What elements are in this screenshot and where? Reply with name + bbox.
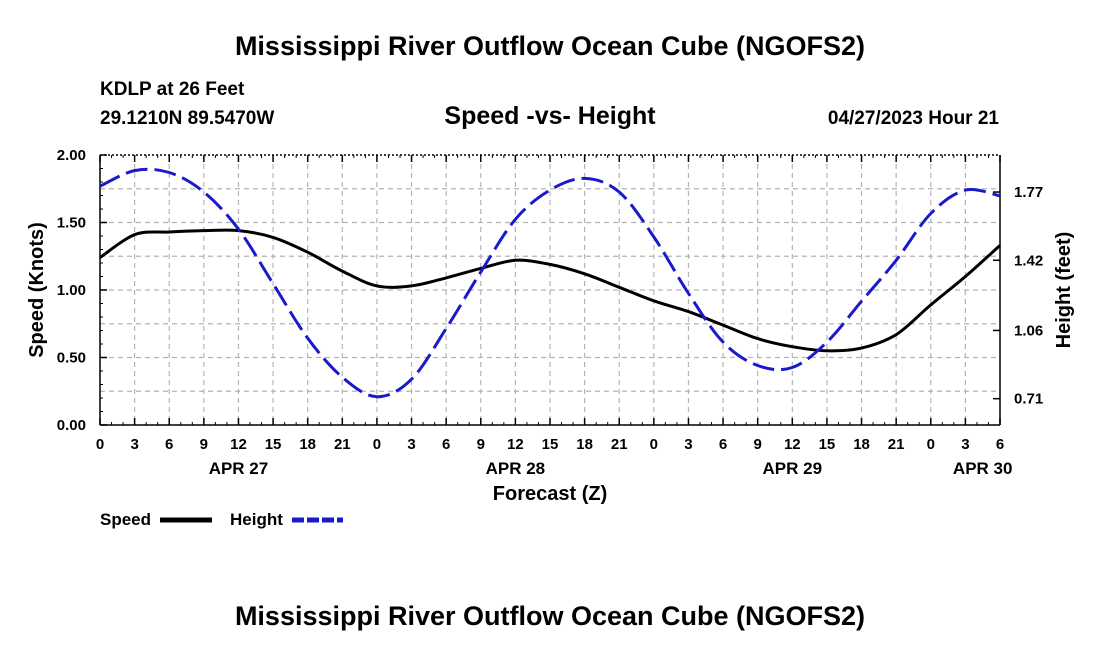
legend-speed-label: Speed bbox=[100, 510, 151, 529]
y-axis-left-label: Speed (Knots) bbox=[26, 222, 48, 358]
y-left-tick-label: 1.50 bbox=[57, 215, 86, 232]
x-tick-label: 0 bbox=[373, 436, 381, 453]
y-left-tick-label: 0.00 bbox=[57, 417, 86, 434]
x-tick-label: 9 bbox=[200, 436, 208, 453]
x-tick-label: 21 bbox=[888, 436, 905, 453]
x-tick-label: 12 bbox=[230, 436, 247, 453]
x-tick-label: 18 bbox=[853, 436, 870, 453]
station-label: KDLP at 26 Feet bbox=[100, 79, 245, 100]
x-tick-label: 0 bbox=[927, 436, 935, 453]
x-tick-label: 15 bbox=[542, 436, 559, 453]
x-tick-label: 3 bbox=[407, 436, 415, 453]
x-tick-label: 18 bbox=[576, 436, 593, 453]
legend-height-label: Height bbox=[230, 510, 283, 529]
x-tick-label: 3 bbox=[130, 436, 138, 453]
y-right-tick-label: 1.42 bbox=[1014, 252, 1043, 269]
chart-title: Mississippi River Outflow Ocean Cube (NG… bbox=[235, 31, 865, 61]
forecast-datetime: 04/27/2023 Hour 21 bbox=[828, 108, 1000, 129]
y-right-tick-label: 1.77 bbox=[1014, 184, 1043, 201]
x-tick-label: 6 bbox=[996, 436, 1004, 453]
footer-title: Mississippi River Outflow Ocean Cube (NG… bbox=[235, 601, 865, 631]
y-right-tick-label: 0.71 bbox=[1014, 391, 1043, 408]
x-tick-label: 18 bbox=[299, 436, 316, 453]
y-right-tick-label: 1.06 bbox=[1014, 322, 1043, 339]
x-tick-label: 15 bbox=[265, 436, 282, 453]
legend: Speed Height bbox=[100, 510, 343, 529]
x-tick-label: 9 bbox=[754, 436, 762, 453]
date-label: APR 30 bbox=[953, 459, 1013, 478]
x-tick-label: 0 bbox=[96, 436, 104, 453]
x-tick-label: 21 bbox=[334, 436, 351, 453]
date-label: APR 29 bbox=[763, 459, 823, 478]
y-left-tick-label: 2.00 bbox=[57, 147, 86, 164]
y-axis-right-label: Height (feet) bbox=[1053, 232, 1075, 349]
x-axis-label: Forecast (Z) bbox=[493, 483, 607, 505]
x-tick-label: 3 bbox=[684, 436, 692, 453]
x-tick-label: 12 bbox=[784, 436, 801, 453]
y-left-tick-label: 1.00 bbox=[57, 282, 86, 299]
height-series-line bbox=[99, 167, 1001, 399]
axis-ticks: 0 3 6 9 12 15 18 21 0 3 6 9 12 15 18 21 0 3 6 9 12 15 18 21 0 3 6 A… bbox=[57, 147, 1043, 478]
x-tick-label: 0 bbox=[650, 436, 658, 453]
date-label: APR 28 bbox=[486, 459, 546, 478]
x-tick-label: 15 bbox=[819, 436, 836, 453]
speed-series-line bbox=[99, 228, 1002, 353]
x-tick-label: 9 bbox=[477, 436, 485, 453]
x-tick-label: 6 bbox=[719, 436, 727, 453]
date-label: APR 27 bbox=[209, 459, 269, 478]
x-tick-label: 21 bbox=[611, 436, 628, 453]
series-layer bbox=[99, 167, 1002, 399]
y-left-tick-label: 0.50 bbox=[57, 350, 86, 367]
coordinates-label: 29.1210N 89.5470W bbox=[100, 108, 274, 129]
x-tick-label: 6 bbox=[165, 436, 173, 453]
grid-lines bbox=[100, 155, 1000, 425]
x-tick-label: 3 bbox=[961, 436, 969, 453]
x-tick-label: 12 bbox=[507, 436, 524, 453]
x-tick-label: 6 bbox=[442, 436, 450, 453]
chart-subtitle: Speed -vs- Height bbox=[444, 102, 656, 130]
